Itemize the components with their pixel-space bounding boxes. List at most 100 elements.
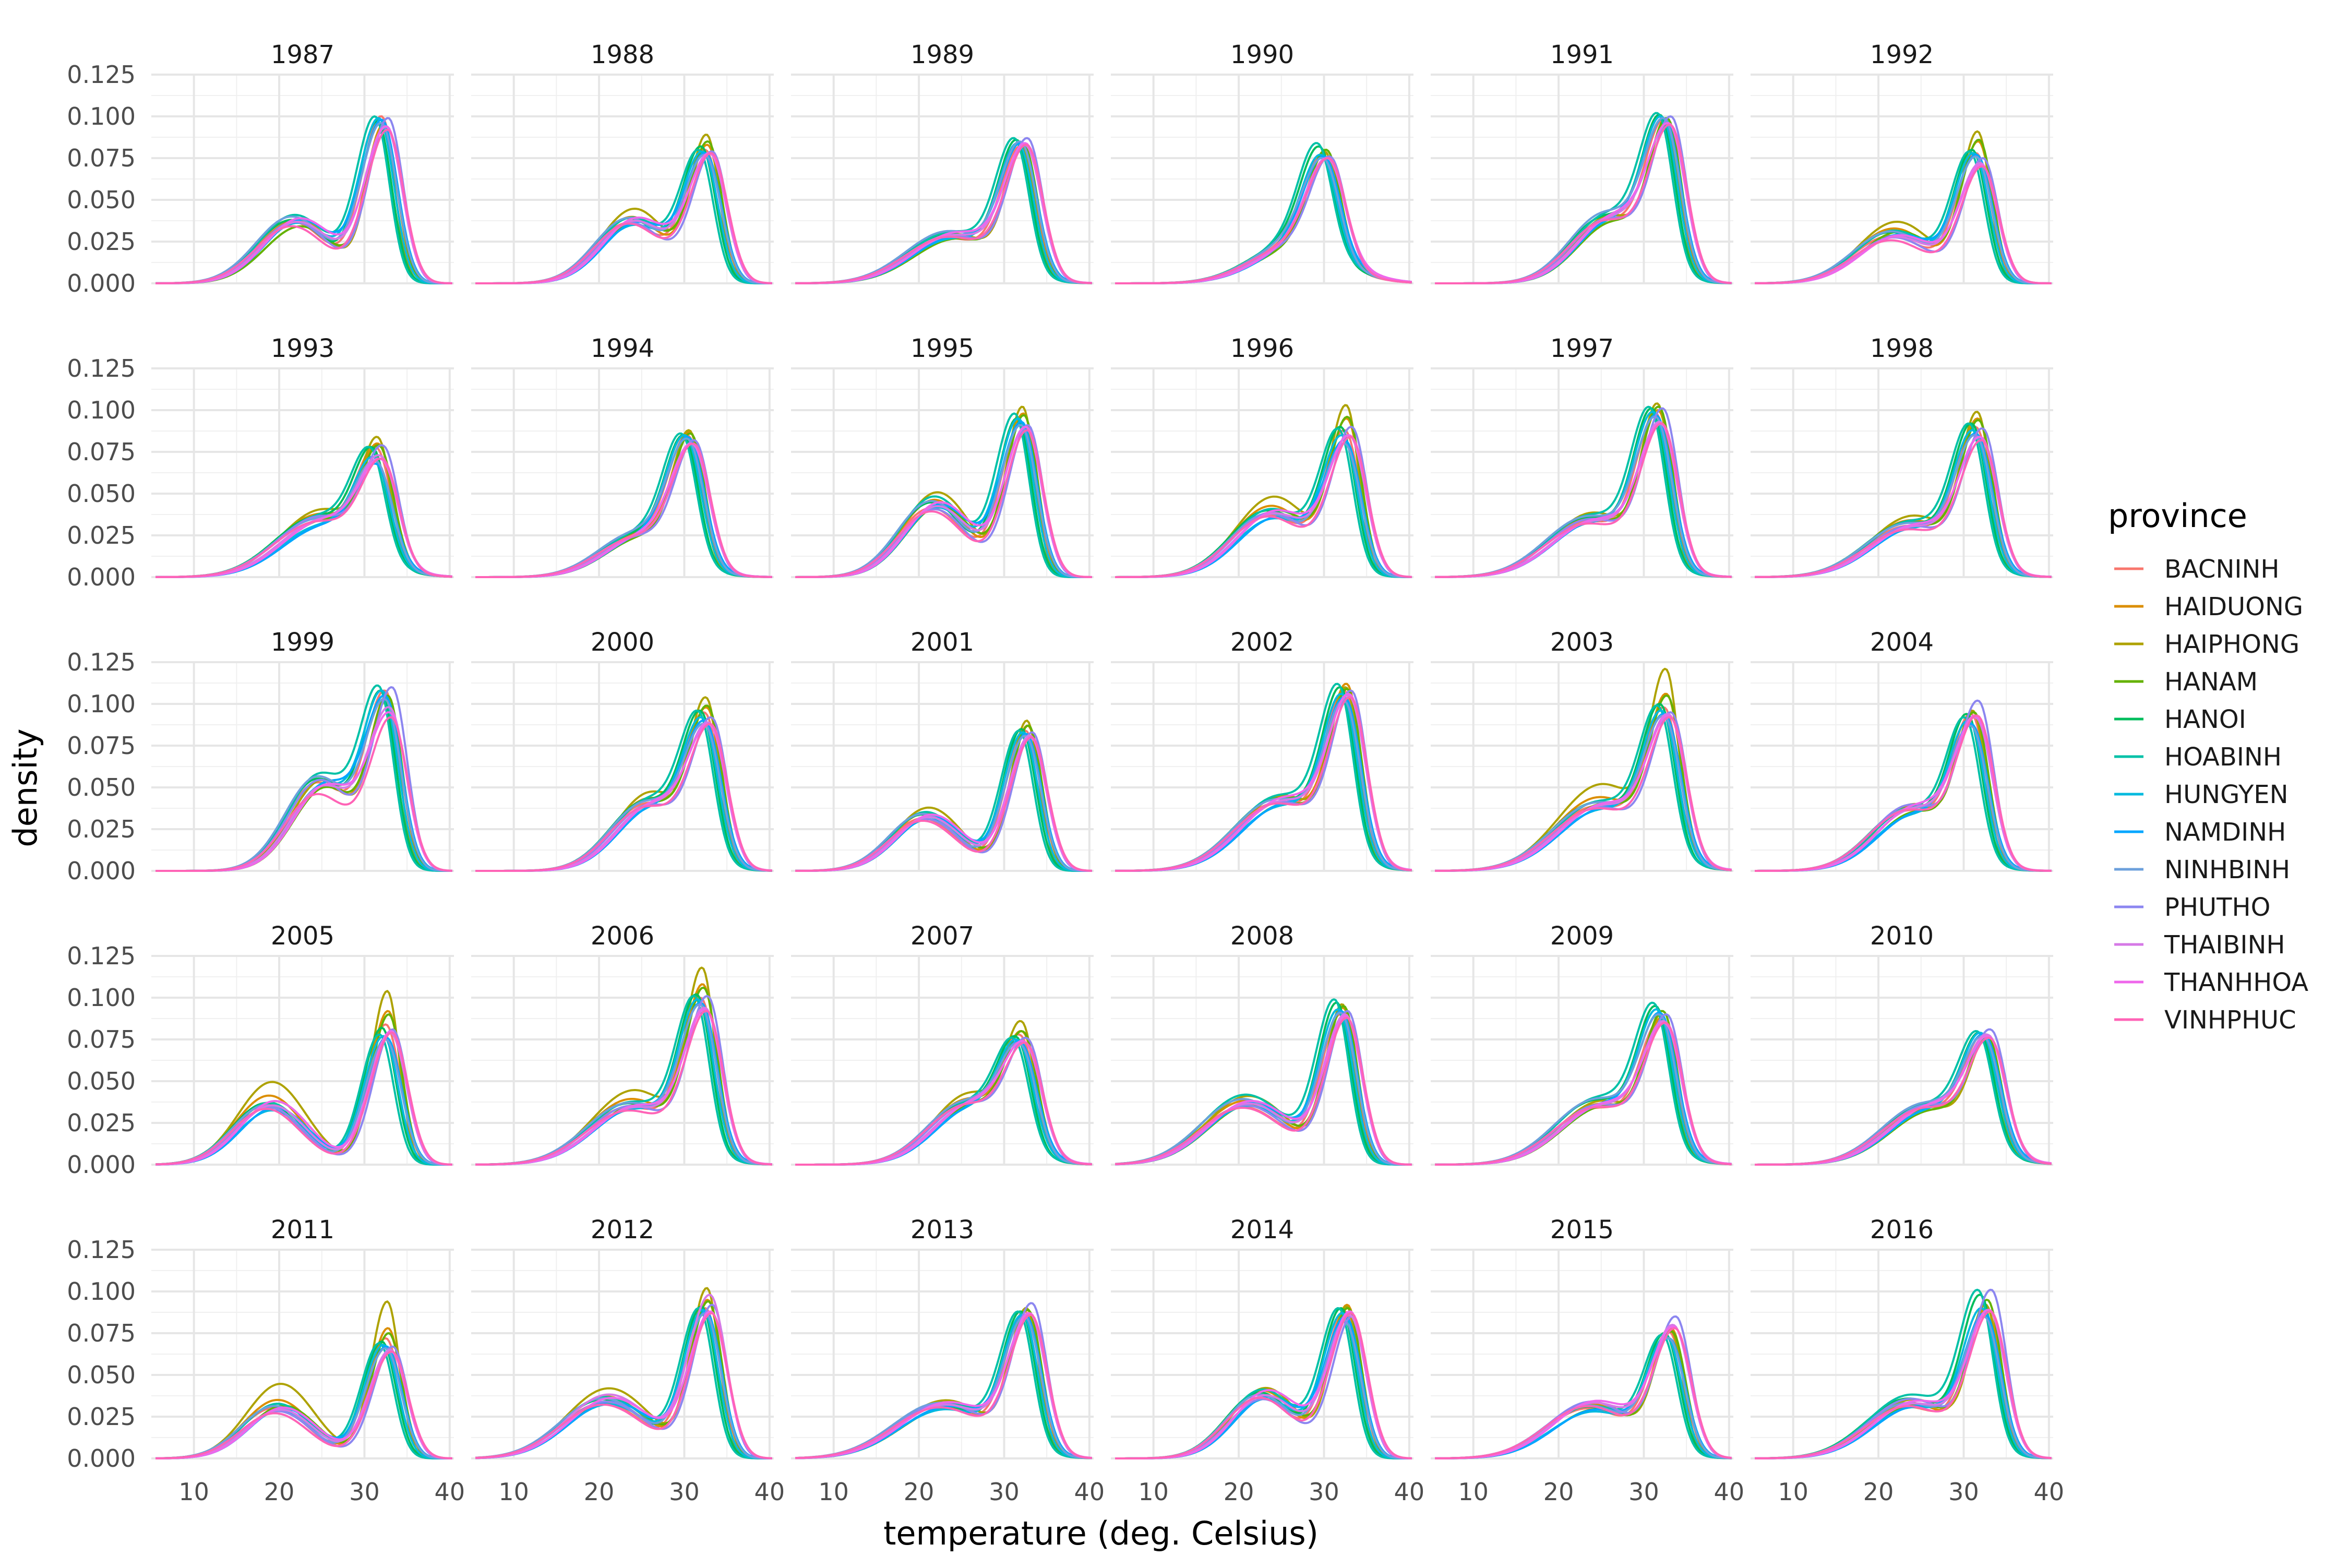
- density-line-hanoi: [1755, 1032, 2052, 1166]
- facet-panel-2007: 2007: [791, 921, 1094, 1166]
- facet-title: 1996: [1230, 334, 1294, 363]
- density-line-vinhphuc: [475, 1312, 772, 1459]
- facet-title: 1995: [911, 334, 974, 363]
- facet-panel-1998: 1998: [1751, 334, 2053, 578]
- density-line-vinhphuc: [1435, 1327, 1732, 1459]
- facet-panel-2009: 2009: [1431, 921, 1733, 1166]
- density-line-thanhhoa: [475, 1008, 772, 1166]
- density-line-vinhphuc: [1435, 422, 1732, 578]
- facet-panel-2012: 2012 10 20 30 40: [471, 1215, 785, 1506]
- x-tick-label: 30: [1309, 1478, 1339, 1506]
- density-line-thanhhoa: [475, 442, 772, 578]
- facet-panel-2011: 2011 0.000 0.025 0.050 0.075 0.100 0.125 10 20 30…: [67, 1215, 465, 1506]
- density-line-vinhphuc: [1755, 165, 2052, 284]
- density-line-hanoi: [795, 1035, 1092, 1166]
- y-tick-label: 0.075: [67, 1025, 136, 1054]
- legend-label-hungyen: HUNGYEN: [2164, 780, 2289, 809]
- density-line-thaibinh: [475, 1007, 772, 1166]
- density-line-vinhphuc: [155, 1032, 452, 1166]
- facet-panel-2000: 2000: [471, 628, 774, 872]
- density-line-vinhphuc: [1755, 1310, 2052, 1459]
- legend-label-hoabinh: HOABINH: [2164, 743, 2282, 772]
- density-line-vinhphuc: [475, 1010, 772, 1166]
- x-tick-label: 30: [989, 1478, 1020, 1506]
- density-curves: [1435, 402, 1732, 578]
- y-tick-label: 0.025: [67, 1109, 136, 1137]
- density-curves: [1115, 142, 1412, 284]
- facet-title: 2015: [1550, 1215, 1614, 1244]
- facet-title: 2013: [911, 1215, 974, 1244]
- density-line-thaibinh: [1115, 695, 1412, 872]
- x-tick-label: 20: [904, 1478, 935, 1506]
- facet-panel-1990: 1990: [1111, 40, 1413, 284]
- y-tick-label: 0.075: [67, 144, 136, 172]
- facet-panel-1994: 1994: [471, 334, 774, 578]
- density-line-vinhphuc: [475, 152, 772, 284]
- facet-title: 1999: [271, 628, 334, 657]
- facet-panel-1997: 1997: [1431, 334, 1733, 578]
- facet-panel-2001: 2001: [791, 628, 1094, 872]
- density-line-vinhphuc: [795, 1042, 1092, 1166]
- density-curves: [795, 405, 1092, 578]
- density-line-vinhphuc: [1115, 1016, 1412, 1166]
- facet-panel-2002: 2002: [1111, 628, 1413, 872]
- density-line-vinhphuc: [155, 128, 452, 284]
- facet-title: 2000: [591, 628, 654, 657]
- density-line-hungyen: [1755, 1032, 2052, 1166]
- y-tick-label: 0.050: [67, 1361, 136, 1389]
- density-line-hanam: [1755, 1033, 2052, 1166]
- y-tick-label: 0.100: [67, 102, 136, 130]
- legend-label-haiphong: HAIPHONG: [2164, 630, 2299, 659]
- density-line-hanam: [1115, 149, 1412, 284]
- facet-title: 1987: [271, 40, 334, 69]
- density-line-hungyen: [795, 417, 1092, 578]
- x-tick-label: 10: [178, 1478, 209, 1506]
- x-tick-label: 40: [1074, 1478, 1105, 1506]
- facet-panel-2008: 2008: [1111, 921, 1413, 1166]
- density-line-vinhphuc: [155, 716, 452, 872]
- facet-title: 1990: [1230, 40, 1294, 69]
- density-line-vinhphuc: [1115, 1312, 1412, 1459]
- facet-title: 2011: [271, 1215, 334, 1244]
- density-curves: [475, 696, 772, 872]
- density-curves: [1115, 683, 1412, 872]
- facet-panel-2006: 2006: [471, 921, 774, 1166]
- density-curves: [155, 684, 452, 872]
- density-curves: [155, 990, 452, 1166]
- x-tick-label: 40: [754, 1478, 785, 1506]
- density-line-vinhphuc: [795, 1313, 1092, 1459]
- density-line-ninhbinh: [475, 1003, 772, 1166]
- y-tick-label: 0.075: [67, 732, 136, 760]
- density-curves: [475, 1287, 772, 1459]
- x-tick-label: 40: [435, 1478, 465, 1506]
- facet-title: 2014: [1230, 1215, 1294, 1244]
- density-line-hoabinh: [1755, 716, 2052, 872]
- density-line-ninhbinh: [1435, 415, 1732, 578]
- facet-title: 1993: [271, 334, 334, 363]
- facet-title: 2010: [1870, 921, 1934, 951]
- y-tick-label: 0.125: [67, 61, 136, 89]
- density-line-ninhbinh: [1115, 699, 1412, 872]
- y-tick-label: 0.000: [67, 1151, 136, 1179]
- density-line-ninhbinh: [1755, 724, 2052, 872]
- y-tick-label: 0.100: [67, 984, 136, 1012]
- density-curves: [1115, 998, 1412, 1166]
- density-line-hanam: [795, 1030, 1092, 1166]
- density-line-hoabinh: [475, 1307, 772, 1459]
- x-tick-label: 40: [1714, 1478, 1745, 1506]
- density-line-vinhphuc: [1435, 1022, 1732, 1166]
- facet-title: 1994: [591, 334, 654, 363]
- x-tick-label: 10: [1138, 1478, 1169, 1506]
- legend-label-hanam: HANAM: [2164, 667, 2258, 697]
- facet-panel-1992: 1992: [1751, 40, 2053, 284]
- facet-title: 2007: [911, 921, 974, 951]
- x-tick-label: 20: [264, 1478, 295, 1506]
- density-line-ninhbinh: [475, 1312, 772, 1459]
- density-line-thaibinh: [475, 442, 772, 578]
- density-curves: [1755, 1288, 2052, 1459]
- legend-title: province: [2108, 497, 2247, 535]
- facet-panel-1993: 1993 0.000 0.025 0.050 0.075 0.100 0.125: [67, 334, 454, 591]
- facet-title: 2001: [911, 628, 974, 657]
- x-tick-label: 30: [669, 1478, 700, 1506]
- y-tick-label: 0.050: [67, 773, 136, 801]
